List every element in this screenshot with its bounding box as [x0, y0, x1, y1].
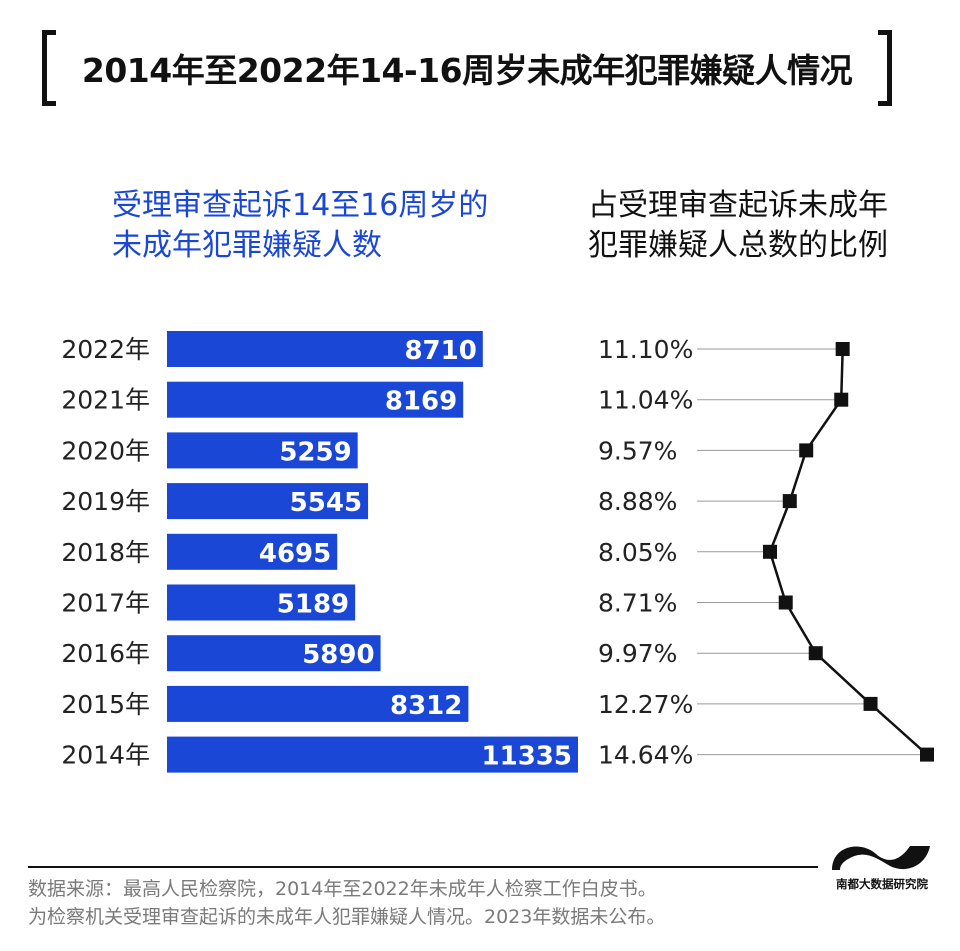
- title-bracket-left: [42, 30, 56, 106]
- source-note: 数据来源：最高人民检察院，2014年至2022年未成年人检察工作白皮书。 为检察…: [28, 875, 665, 931]
- ratio-label: 8.71%: [598, 589, 677, 618]
- logo-text: 南都大数据研究院: [836, 877, 928, 891]
- count-bar-label: 5189: [277, 590, 349, 620]
- year-label: 2020年: [61, 436, 150, 465]
- count-bar-label: 5259: [279, 437, 351, 467]
- count-bar-label: 8312: [390, 691, 462, 721]
- count-bar: [167, 635, 381, 672]
- year-label: 2014年: [61, 741, 150, 770]
- count-bar: [167, 483, 369, 520]
- year-label: 2022年: [61, 335, 150, 364]
- count-bar: [167, 381, 464, 418]
- year-label: 2016年: [61, 639, 150, 668]
- count-bar: [167, 685, 469, 722]
- chart-canvas: 2022年 8710 2021年 8169 2020年 5259 2019年 5545 2018…: [61, 331, 934, 773]
- year-label: 2018年: [61, 538, 150, 567]
- ratio-point: [835, 342, 850, 356]
- count-bar-label: 8710: [404, 336, 476, 366]
- ratio-point: [799, 443, 814, 458]
- ratio-chart-header: 占受理审查起诉未成年 犯罪嫌疑人总数的比例: [588, 186, 888, 266]
- ratio-label: 8.05%: [598, 538, 677, 567]
- source-line1: 数据来源：最高人民检察院，2014年至2022年未成年人检察工作白皮书。: [28, 878, 657, 900]
- count-bar-label: 4695: [259, 539, 331, 569]
- ratio-label: 11.10%: [598, 335, 693, 364]
- year-label: 2015年: [61, 690, 150, 719]
- count-bar: [167, 331, 483, 367]
- count-bar: [167, 432, 358, 469]
- ratio-label: 9.57%: [598, 436, 677, 465]
- chart-title: 2014年至2022年14-16周岁未成年犯罪嫌疑人情况: [81, 51, 853, 90]
- title-bracket-right: [878, 30, 892, 106]
- bar-header-line2: 未成年犯罪嫌疑人数: [112, 228, 382, 263]
- count-bar: [167, 584, 356, 621]
- ratio-point: [763, 544, 777, 559]
- year-label: 2021年: [61, 386, 150, 415]
- year-label: 2019年: [61, 487, 150, 516]
- count-bar: [167, 533, 338, 570]
- ratio-label: 14.64%: [598, 741, 693, 770]
- source-line2: 为检察机关受理审查起诉的未成年人犯罪嫌疑人情况。2023年数据未公布。: [28, 906, 666, 928]
- ratio-header-line2: 犯罪嫌疑人总数的比例: [588, 228, 888, 263]
- bar-chart-header: 受理审查起诉14至16周岁的 未成年犯罪嫌疑人数: [112, 186, 488, 266]
- ratio-point: [782, 494, 797, 509]
- footer-divider: [28, 866, 818, 868]
- ratio-label: 9.97%: [598, 639, 677, 668]
- count-bar: [167, 736, 578, 773]
- ratio-point: [808, 646, 823, 661]
- ratio-label: 8.88%: [598, 487, 677, 516]
- year-label: 2017年: [61, 589, 150, 618]
- ratio-point: [778, 595, 793, 610]
- count-bar-label: 5545: [290, 488, 362, 518]
- bar-header-line1: 受理审查起诉14至16周岁的: [112, 188, 489, 223]
- publisher-logo: 南都大数据研究院: [826, 836, 938, 891]
- count-bar-label: 5890: [302, 640, 374, 670]
- ratio-label: 12.27%: [598, 690, 693, 719]
- ratio-point: [920, 747, 934, 762]
- logo-wave-icon: [832, 846, 930, 870]
- ratio-header-line1: 占受理审查起诉未成年: [588, 188, 888, 223]
- ratio-label: 11.04%: [598, 386, 693, 415]
- ratio-line: [768, 348, 928, 756]
- count-bar-label: 11335: [482, 742, 572, 772]
- ratio-point: [863, 696, 878, 711]
- count-bar-label: 8169: [385, 387, 457, 417]
- title-frame: 2014年至2022年14-16周岁未成年犯罪嫌疑人情况: [42, 30, 892, 106]
- ratio-point: [834, 392, 849, 407]
